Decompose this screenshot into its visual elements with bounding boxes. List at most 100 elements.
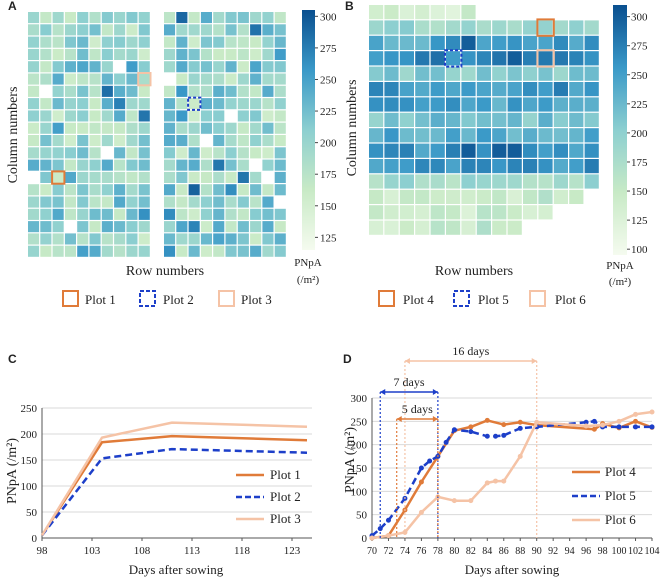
heatmap-a-cell [126,61,138,73]
annotation-arrow [380,389,386,395]
heatmap-a-cell [262,135,274,147]
heatmap-b-cell [553,82,568,97]
annotation-label: 16 days [452,344,489,358]
legend-plot-3-label: Plot 3 [241,292,272,307]
heatmap-b-cell [399,159,414,174]
heatmap-a-cell [176,85,188,97]
heatmap-a-cell [225,36,237,48]
heatmap-a-cell [114,135,126,147]
heatmap-b-cell [569,66,584,81]
heatmap-a-cell [262,12,274,24]
series-plot-4-line [371,419,653,540]
heatmap-b-cell [384,143,399,158]
y-tick-label: 100 [21,481,38,493]
heatmap-a-cell [200,36,212,48]
heatmap-a-cell [89,48,101,60]
heatmap-a-cell [250,233,262,245]
heatmap-b-cell [492,128,507,143]
heatmap-b-cell [492,174,507,189]
panel-b-ylabel: Column numbers [345,80,360,177]
x-tick-label: 86 [499,546,509,557]
heatmap-b-cell [430,5,445,20]
heatmap-b-cell [461,128,476,143]
heatmap-b-cell [369,66,384,81]
heatmap-a-cell [126,245,138,257]
heatmap-a-cell [101,208,113,220]
heatmap-b-cell [399,97,414,112]
heatmap-b-cell [523,66,538,81]
colorbar-a-tick-label: 225 [320,106,337,118]
heatmap-a-cell [40,196,52,208]
heatmap-a-cell [262,171,274,183]
heatmap-a-cell [52,221,64,233]
series-plot-6-point [418,509,424,515]
series-plot-5-point [501,432,507,438]
heatmap-a-cell [200,221,212,233]
heatmap-a-cell [77,85,89,97]
heatmap-b-cell [538,189,553,204]
heatmap-a-cell [237,12,249,24]
x-tick-label: 70 [367,546,377,557]
heatmap-a-cell [52,171,64,183]
heatmap-a-cell [64,196,76,208]
heatmap-a-cell [89,221,101,233]
series-plot-6-point [583,423,589,429]
heatmap-a-cell [176,245,188,257]
heatmap-a-cell [188,110,200,122]
heatmap-a-cell [164,85,176,97]
heatmap-a-cell [52,73,64,85]
colorbar-a-tick-label: 125 [320,232,337,244]
heatmap-a-cell [101,171,113,183]
heatmap-a-cell [52,159,64,171]
heatmap-a-cell [200,48,212,60]
y-tick-label: 0 [32,533,38,545]
y-tick-label: 50 [356,510,368,522]
y-tick-label: 150 [351,463,368,475]
heatmap-a-cell [40,147,52,159]
heatmap-a-cell [114,147,126,159]
heatmap-a-cell [250,85,262,97]
heatmap-a-cell [176,110,188,122]
series-plot-2-line [41,447,308,537]
heatmap-a-cell [237,122,249,134]
heatmap-b-cell [523,51,538,66]
heatmap-a-cell [188,73,200,85]
heatmap-a-cell [138,36,150,48]
heatmap-a-cell [40,98,52,110]
heatmap-a-cell [250,171,262,183]
heatmap-a-cell [77,184,89,196]
heatmap-a-cell [101,135,113,147]
heatmap-a-cell [40,208,52,220]
legend-plot-4-label: Plot 4 [403,292,434,307]
annotation-label: 7 days [394,375,425,389]
heatmap-a-cell [126,36,138,48]
heatmap-b-cell [415,220,430,235]
series-plot-5-point [418,465,424,471]
heatmap-a-cell [114,73,126,85]
heatmap-a-cell [164,208,176,220]
heatmap-b-cell [399,66,414,81]
heatmap-b-cell [415,174,430,189]
heatmap-a-cell [213,61,225,73]
series-plot-6-point [633,411,639,417]
x-tick-label: 94 [565,546,575,557]
heatmap-a-cell [28,61,40,73]
heatmap-a-cell [126,208,138,220]
heatmap-b-cell [492,97,507,112]
series-plot-5-point [385,517,391,523]
heatmap-b-cell [384,51,399,66]
series-plot-6-point [385,533,391,539]
series-plot-4-point [591,426,597,432]
heatmap-a-cell [250,61,262,73]
heatmap-a-cell [188,135,200,147]
heatmap-b-cell [461,66,476,81]
legend-c-plot-2-label: Plot 2 [270,489,301,504]
heatmap-a-cell [200,233,212,245]
heatmap-a-cell [28,110,40,122]
heatmap-b-cell [399,220,414,235]
heatmap-a-cell [77,110,89,122]
heatmap-b-cell [523,159,538,174]
heatmap-a-cell [237,98,249,110]
heatmap-a-cell [101,159,113,171]
heatmap-a-cell [176,233,188,245]
